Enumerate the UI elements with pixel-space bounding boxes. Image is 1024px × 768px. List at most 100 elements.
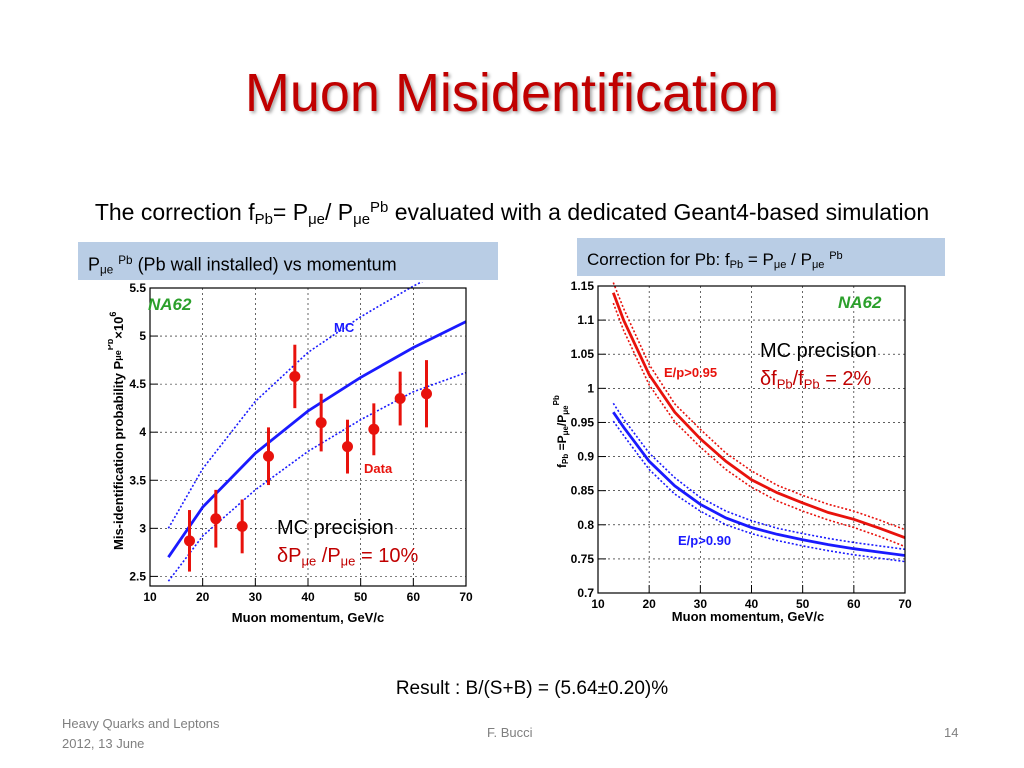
y-axis-label-part: ×10 (111, 317, 126, 339)
y-tick-label: 2.5 (129, 569, 146, 583)
y-tick-label: 4 (139, 425, 146, 439)
plot-frame (597, 285, 906, 594)
y-tick-label: 3 (139, 521, 146, 535)
grid (597, 285, 906, 594)
na62-label: NA62 (838, 293, 882, 312)
series-line (612, 411, 906, 557)
data-point (184, 535, 195, 547)
data-point (421, 388, 432, 400)
y-tick-label: 1.15 (571, 280, 595, 293)
intro-sup: Pb (370, 199, 389, 216)
x-tick-label: 50 (354, 590, 368, 604)
series-label-ep090: E/p>0.90 (678, 533, 731, 548)
axes: 10 20 30 40 50 60 70 0.7 0.75 0.8 0.85 0.9 0.95 1 1.05… (571, 280, 912, 611)
band-upper-line (612, 282, 906, 531)
intro-sub: μe (308, 210, 325, 228)
note-sub: μe (301, 553, 317, 569)
misid-probability-chart: 10 20 30 40 50 60 70 2.5 3 3.5 4 4.5 5 5.5 NA62 MC Da… (108, 282, 486, 627)
y-tick-label: 0.95 (571, 415, 595, 429)
y-axis-label: Mis-identification probability PμePb×106 (108, 312, 126, 550)
data-point (394, 393, 406, 405)
note-part: /f (792, 368, 804, 390)
x-tick-label: 30 (694, 597, 708, 611)
note-sub: μe (340, 553, 356, 569)
series-line (611, 292, 906, 540)
header-part: = P (743, 250, 774, 270)
x-tick-label: 60 (407, 590, 421, 604)
x-tick-label: 40 (745, 597, 759, 611)
header-sub: μe (100, 263, 114, 277)
note-part: P (288, 545, 302, 567)
slide-title: Muon Misidentification (244, 63, 780, 123)
y-axis-label-part: /P (555, 415, 569, 426)
y-tick-label: 1 (587, 381, 594, 395)
note-part: = 10% (355, 545, 419, 567)
data-point (210, 513, 222, 525)
note-part: /P (316, 545, 341, 567)
x-tick-label: 10 (591, 597, 605, 611)
note-sub: Pb (776, 376, 793, 392)
band-upper-line (612, 402, 906, 551)
y-tick-label: 1.05 (571, 347, 595, 361)
right-mc-precision-note: MC precision δfPb/fPb = 2% (760, 337, 877, 398)
band-upper-line (167, 282, 424, 529)
header-part: Correction for Pb: f (587, 250, 730, 270)
y-tick-label: 5 (139, 329, 146, 343)
y-axis-label: fPb =Pμe/PμePb (552, 395, 570, 468)
y-axis-label-exp: 6 (108, 312, 118, 317)
left-panel-header: Pμe Pb (Pb wall installed) vs momentum (78, 242, 498, 280)
y-axis-label-part: Mis-identification probability P (111, 360, 126, 550)
data-point (289, 370, 301, 382)
y-axis-label-sub: Pb (561, 454, 570, 464)
intro-text: The correction fPb= Pμe/ PμePb evaluated… (0, 199, 1024, 228)
x-tick-label: 50 (796, 597, 810, 611)
y-axis-label-part: =P (555, 435, 569, 453)
mc-band (167, 282, 467, 582)
y-tick-label: 5.5 (129, 282, 146, 295)
header-sup: Pb (829, 250, 843, 262)
left-mc-precision-note: MC precision δPμe /Pμe = 10% (277, 514, 418, 575)
note-part: f (771, 368, 777, 390)
axes: 10 20 30 40 50 60 70 2.5 3 3.5 4 4.5 5 5.5 (129, 282, 473, 604)
mc-label: MC (334, 320, 355, 335)
note-part: = 2% (819, 368, 872, 390)
x-tick-label: 20 (642, 597, 656, 611)
y-tick-label: 0.7 (577, 586, 594, 600)
x-tick-label: 40 (301, 590, 315, 604)
x-tick-label: 30 (249, 590, 263, 604)
mc-bands (612, 282, 906, 563)
header-sub: μe (811, 258, 825, 271)
header-part: P (88, 254, 101, 275)
y-axis-label-sub: μe (561, 405, 570, 415)
note-line1: MC precision (277, 517, 394, 539)
footer-page-number: 14 (944, 725, 959, 740)
y-axis-label-part: f (555, 463, 569, 468)
band-lower-line (167, 371, 467, 582)
correction-curves (611, 292, 906, 557)
intro-part: evaluated with a dedicated Geant4-based … (388, 199, 930, 226)
intro-part: / P (324, 199, 354, 226)
data-points (184, 344, 432, 572)
header-part: / P (786, 250, 812, 270)
mc-curve (167, 320, 467, 558)
footer-conference: Heavy Quarks and Leptons 2012, 13 June (62, 714, 220, 754)
band-lower-line (612, 302, 906, 548)
plot-frame (149, 287, 467, 587)
x-axis-label: Muon momentum, GeV/c (232, 610, 384, 625)
y-axis-label-sup: Pb (108, 338, 115, 350)
na62-label: NA62 (148, 295, 192, 314)
x-tick-label: 10 (143, 590, 157, 604)
footer-line: 2012, 13 June (62, 736, 145, 751)
x-tick-label: 70 (459, 590, 473, 604)
note-part: δ (277, 545, 289, 567)
y-axis-label-sub: μe (113, 350, 123, 361)
data-label: Data (364, 461, 393, 476)
y-axis-label-sub: μe (561, 426, 570, 436)
header-sub: μe (773, 258, 787, 271)
data-point (263, 450, 274, 462)
intro-sub: Pb (254, 210, 273, 228)
x-axis-label: Muon momentum, GeV/c (672, 609, 824, 624)
series-label-ep095: E/p>0.95 (664, 365, 717, 380)
x-tick-label: 60 (847, 597, 861, 611)
note-line2: δfPb/fPb = 2% (760, 365, 877, 398)
